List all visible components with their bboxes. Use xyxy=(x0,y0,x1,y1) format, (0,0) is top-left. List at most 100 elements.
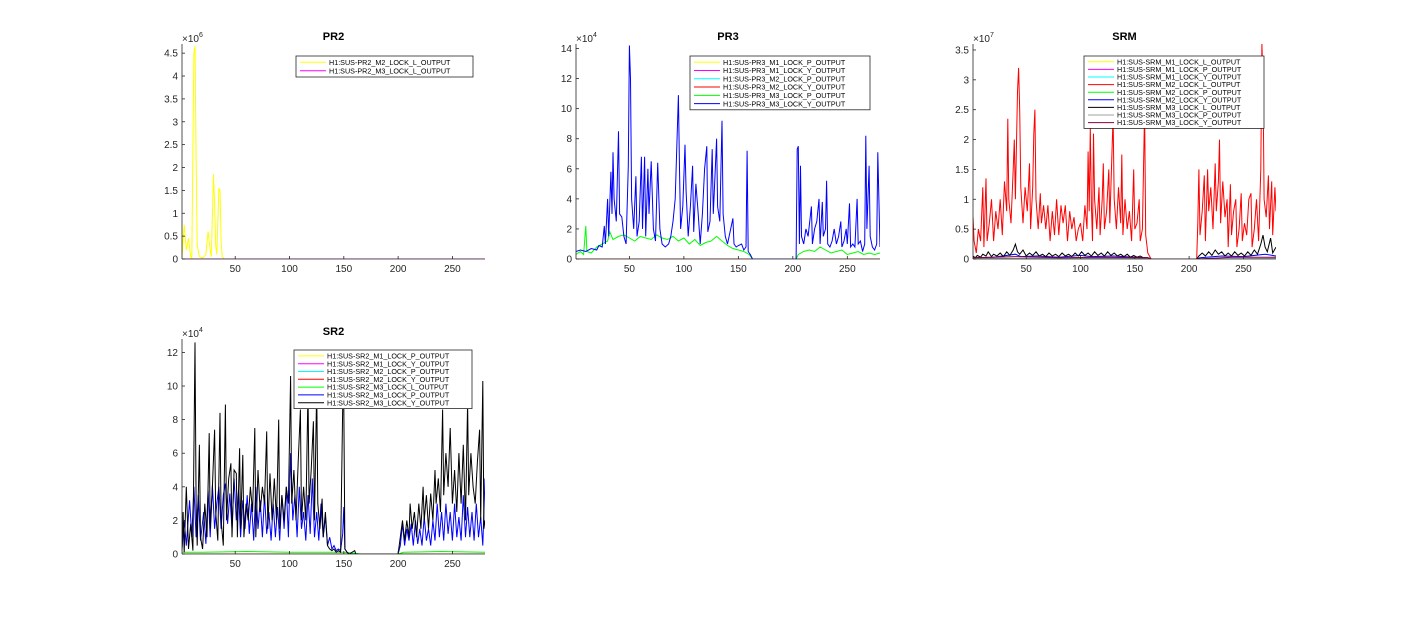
y-tick-label: 1.5 xyxy=(955,165,969,176)
y-tick-label: 10 xyxy=(561,104,573,115)
x-tick-label: 250 xyxy=(444,559,461,570)
y-tick-label: 1 xyxy=(172,209,178,220)
legend-entry: H1:SUS-SR2_M1_LOCK_Y_OUTPUT xyxy=(327,359,450,368)
x-tick-label: 50 xyxy=(230,264,242,275)
y-tick-label: 4 xyxy=(566,194,572,205)
legend: H1:SUS-SR2_M1_LOCK_P_OUTPUTH1:SUS-SR2_M1… xyxy=(293,349,473,409)
chart-title: PR2 xyxy=(323,31,344,43)
x-tick-label: 100 xyxy=(281,559,298,570)
legend-entry: H1:SUS-SR2_M2_LOCK_P_OUTPUT xyxy=(327,367,450,376)
legend-entry: H1:SUS-PR3_M2_LOCK_Y_OUTPUT xyxy=(723,83,846,92)
legend: H1:SUS-PR2_M2_LOCK_L_OUTPUTH1:SUS-PR2_M3… xyxy=(295,55,474,78)
legend-entry: H1:SUS-SRM_M2_LOCK_L_OUTPUT xyxy=(1117,80,1241,89)
series-line xyxy=(576,45,880,259)
series-line xyxy=(182,342,485,554)
y-exponent-label: ×104 xyxy=(182,327,203,340)
y-tick-label: 2 xyxy=(172,163,178,174)
legend: H1:SUS-PR3_M1_LOCK_P_OUTPUTH1:SUS-PR3_M1… xyxy=(689,55,871,111)
y-tick-label: 4 xyxy=(172,482,178,493)
legend-entry: H1:SUS-SRM_M3_LOCK_P_OUTPUT xyxy=(1117,111,1242,120)
subplot-pr3: 50 100 150 200 250 0 2 4 6 8 10 12 14×104 PR3 H1:SUS-P… xyxy=(561,31,880,275)
y-tick-label: 2 xyxy=(172,516,178,527)
series-line xyxy=(973,43,1276,259)
x-tick-label: 200 xyxy=(390,559,407,570)
legend-entry: H1:SUS-PR3_M2_LOCK_P_OUTPUT xyxy=(723,74,846,83)
x-tick-label: 250 xyxy=(1235,264,1252,275)
subplot-sr2: 50 100 150 200 250 0 2 4 6 8 10 12×104 SR2 H1:SUS-SR2… xyxy=(167,326,485,570)
y-tick-label: 12 xyxy=(561,74,573,85)
x-tick-label: 150 xyxy=(730,264,747,275)
y-tick-label: 0 xyxy=(172,255,178,266)
series-line xyxy=(182,550,485,554)
y-tick-label: 6 xyxy=(172,449,178,460)
x-tick-label: 50 xyxy=(230,559,242,570)
chart-title: SR2 xyxy=(323,326,344,338)
legend: H1:SUS-SRM_M1_LOCK_L_OUTPUTH1:SUS-SRM_M1… xyxy=(1083,55,1265,129)
y-tick-label: 0.5 xyxy=(164,232,178,243)
series-group xyxy=(182,46,485,259)
legend-entry: H1:SUS-PR3_M1_LOCK_P_OUTPUT xyxy=(723,58,846,67)
y-tick-label: 2.5 xyxy=(955,105,969,116)
legend-entry: H1:SUS-SR2_M3_LOCK_L_OUTPUT xyxy=(327,383,449,392)
y-tick-label: 0 xyxy=(172,550,178,561)
y-tick-label: 0 xyxy=(566,255,572,266)
y-exponent-label: ×104 xyxy=(576,32,597,45)
x-tick-label: 100 xyxy=(1072,264,1089,275)
legend-box xyxy=(689,55,871,111)
chart-title: SRM xyxy=(1112,31,1136,43)
y-tick-label: 4.5 xyxy=(164,49,178,60)
axes-background xyxy=(182,44,485,259)
x-tick-label: 100 xyxy=(281,264,298,275)
series-line xyxy=(182,46,485,259)
y-tick-label: 3.5 xyxy=(164,94,178,105)
y-tick-label: 3.5 xyxy=(955,45,969,56)
series-line xyxy=(973,256,1276,259)
y-tick-label: 3 xyxy=(963,75,969,86)
x-tick-label: 50 xyxy=(1021,264,1033,275)
y-tick-label: 3 xyxy=(172,117,178,128)
legend-entry: H1:SUS-SR2_M2_LOCK_Y_OUTPUT xyxy=(327,375,450,384)
x-tick-label: 200 xyxy=(1181,264,1198,275)
legend-entry: H1:SUS-SR2_M3_LOCK_Y_OUTPUT xyxy=(327,398,450,407)
legend-entry: H1:SUS-SRM_M3_LOCK_Y_OUTPUT xyxy=(1117,118,1242,127)
y-exponent-label: ×106 xyxy=(182,32,203,45)
legend-entry: H1:SUS-SRM_M3_LOCK_L_OUTPUT xyxy=(1117,103,1241,112)
series-group xyxy=(576,45,880,259)
legend-entry: H1:SUS-SRM_M2_LOCK_P_OUTPUT xyxy=(1117,88,1242,97)
x-tick-label: 100 xyxy=(676,264,693,275)
legend-entry: H1:SUS-SR2_M1_LOCK_P_OUTPUT xyxy=(327,352,450,361)
y-tick-label: 2.5 xyxy=(164,140,178,151)
y-tick-label: 4 xyxy=(172,72,178,83)
legend-entry: H1:SUS-SRM_M2_LOCK_Y_OUTPUT xyxy=(1117,95,1242,104)
legend-entry: H1:SUS-PR2_M3_LOCK_L_OUTPUT xyxy=(329,66,451,75)
legend-entry: H1:SUS-SRM_M1_LOCK_Y_OUTPUT xyxy=(1117,73,1242,82)
x-tick-label: 200 xyxy=(390,264,407,275)
y-tick-label: 2 xyxy=(963,135,969,146)
x-tick-label: 150 xyxy=(335,264,352,275)
y-tick-label: 1.5 xyxy=(164,186,178,197)
legend-entry: H1:SUS-PR3_M1_LOCK_Y_OUTPUT xyxy=(723,66,846,75)
legend-entry: H1:SUS-PR3_M3_LOCK_Y_OUTPUT xyxy=(723,99,846,108)
legend-entry: H1:SUS-PR2_M2_LOCK_L_OUTPUT xyxy=(329,58,451,67)
legend-entry: H1:SUS-SR2_M3_LOCK_P_OUTPUT xyxy=(327,391,450,400)
y-tick-label: 2 xyxy=(566,224,572,235)
subplot-srm: 50 100 150 200 250 0 0.5 1 1.5 2 2.5 3 3.5 ×107 SRM H1:… xyxy=(955,31,1276,275)
y-exponent-label: ×107 xyxy=(973,32,994,45)
legend-entry: H1:SUS-SRM_M1_LOCK_P_OUTPUT xyxy=(1117,65,1242,74)
y-tick-label: 1 xyxy=(963,195,969,206)
legend-entry: H1:SUS-PR3_M3_LOCK_P_OUTPUT xyxy=(723,91,846,100)
x-tick-label: 250 xyxy=(444,264,461,275)
x-tick-label: 200 xyxy=(784,264,801,275)
x-tick-label: 50 xyxy=(624,264,636,275)
series-line xyxy=(576,225,880,259)
y-tick-label: 12 xyxy=(167,348,179,359)
y-tick-label: 14 xyxy=(561,44,573,55)
y-tick-label: 10 xyxy=(167,382,179,393)
x-tick-label: 250 xyxy=(839,264,856,275)
y-tick-label: 6 xyxy=(566,164,572,175)
legend-entry: H1:SUS-SRM_M1_LOCK_L_OUTPUT xyxy=(1117,57,1241,66)
legend-box xyxy=(295,55,474,78)
y-tick-label: 0 xyxy=(963,255,969,266)
y-tick-label: 8 xyxy=(172,415,178,426)
